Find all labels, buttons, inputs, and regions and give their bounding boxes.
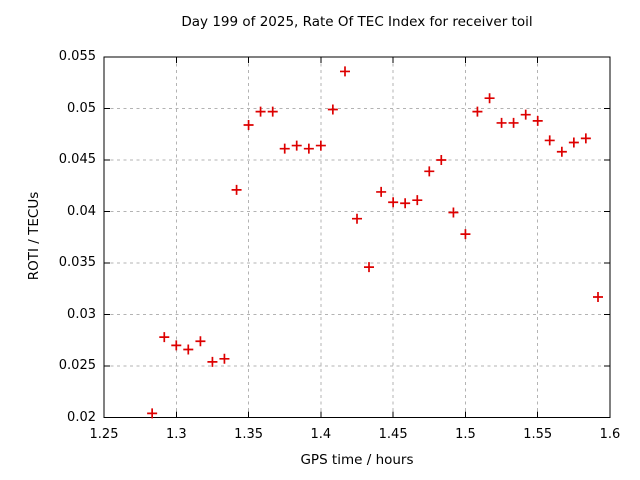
x-tick-label: 1.4 (310, 427, 332, 442)
data-point-marker (207, 356, 218, 367)
data-point-marker (580, 133, 591, 144)
data-point-marker (388, 197, 399, 208)
data-point-marker (436, 155, 447, 165)
data-point-marker (496, 117, 507, 128)
data-point-marker (556, 146, 567, 157)
data-point-marker (412, 195, 423, 206)
data-point-marker (255, 106, 266, 117)
data-point-marker (400, 198, 411, 209)
data-point-marker (363, 262, 374, 273)
data-point-marker (508, 117, 519, 128)
data-point-marker (267, 106, 278, 117)
data-point-marker (484, 93, 495, 104)
y-tick-label: 0.035 (58, 255, 96, 270)
y-tick-label: 0.02 (67, 409, 96, 425)
x-tick-label: 1.55 (523, 427, 553, 442)
data-point-marker (159, 332, 170, 343)
x-tick-label: 1.3 (165, 427, 187, 442)
data-point-marker (279, 143, 290, 154)
x-tick-label: 1.5 (455, 427, 476, 442)
data-point-marker (448, 207, 459, 218)
x-tick-label: 1.25 (89, 427, 119, 442)
plot-frame (103, 56, 611, 418)
y-tick-label: 0.025 (58, 358, 96, 373)
x-tick-label: 1.45 (378, 427, 408, 442)
data-point-marker (520, 109, 531, 120)
data-point-marker (243, 119, 254, 130)
y-tick-label: 0.045 (58, 152, 96, 167)
data-point-marker (568, 137, 579, 148)
y-tick-label: 0.055 (58, 49, 96, 64)
data-point-marker (183, 344, 194, 355)
data-point-marker (472, 106, 483, 117)
x-axis-label: GPS time / hours (300, 452, 414, 468)
data-point-marker (340, 66, 351, 77)
x-tick-label: 1.6 (599, 427, 621, 442)
data-point-marker (147, 408, 158, 419)
data-point-marker (532, 115, 543, 126)
data-point-marker (291, 140, 302, 151)
data-point-marker (315, 140, 326, 151)
data-point-marker (219, 353, 230, 364)
data-point-marker (231, 184, 242, 195)
data-point-marker (327, 104, 338, 115)
y-tick-label: 0.05 (67, 100, 96, 116)
x-tick-label: 1.35 (234, 427, 264, 442)
data-point-marker (460, 229, 471, 240)
data-point-marker (376, 186, 387, 197)
data-point-marker (593, 291, 604, 302)
data-point-marker (544, 135, 555, 146)
data-point-marker (195, 336, 206, 347)
data-point-marker (352, 213, 362, 224)
y-tick-label: 0.03 (67, 306, 96, 322)
data-point-marker (303, 143, 314, 154)
chart-title: Day 199 of 2025, Rate Of TEC Index for r… (181, 14, 533, 30)
y-tick-label: 0.04 (67, 203, 96, 219)
data-point-marker (171, 340, 182, 351)
data-point-marker (424, 166, 435, 177)
